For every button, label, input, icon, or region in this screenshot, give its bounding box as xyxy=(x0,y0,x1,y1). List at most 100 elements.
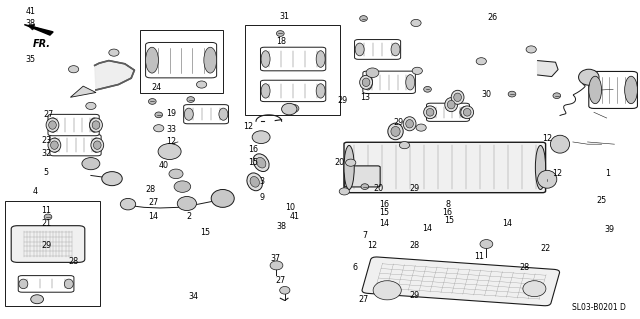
Text: 27: 27 xyxy=(43,110,53,119)
Text: 29: 29 xyxy=(410,291,420,300)
Text: 15: 15 xyxy=(379,208,389,217)
Text: 30: 30 xyxy=(481,90,492,99)
Text: 19: 19 xyxy=(166,109,177,118)
Ellipse shape xyxy=(51,138,60,152)
Ellipse shape xyxy=(44,214,52,220)
Ellipse shape xyxy=(261,84,270,98)
Ellipse shape xyxy=(399,142,410,149)
Ellipse shape xyxy=(538,170,557,188)
Ellipse shape xyxy=(355,43,364,56)
Ellipse shape xyxy=(412,67,422,74)
Text: 14: 14 xyxy=(148,212,159,221)
Ellipse shape xyxy=(120,198,136,210)
Text: 21: 21 xyxy=(41,219,51,228)
Text: 8: 8 xyxy=(445,200,451,209)
Ellipse shape xyxy=(411,19,421,26)
Ellipse shape xyxy=(280,286,290,294)
Text: 41: 41 xyxy=(26,7,36,16)
Text: FR.: FR. xyxy=(33,39,51,49)
Text: 29: 29 xyxy=(41,241,51,250)
Ellipse shape xyxy=(388,123,403,140)
FancyBboxPatch shape xyxy=(427,103,470,121)
Text: 14: 14 xyxy=(379,219,389,228)
Ellipse shape xyxy=(282,103,297,115)
Ellipse shape xyxy=(426,108,434,116)
Text: 27: 27 xyxy=(358,295,369,304)
Text: 32: 32 xyxy=(41,149,51,158)
Bar xyxy=(245,25,340,115)
Text: 16: 16 xyxy=(442,208,452,217)
Ellipse shape xyxy=(361,184,369,189)
FancyBboxPatch shape xyxy=(18,276,74,292)
Polygon shape xyxy=(24,25,53,35)
Ellipse shape xyxy=(508,91,516,97)
Text: 4: 4 xyxy=(33,187,38,196)
Ellipse shape xyxy=(92,121,100,129)
Text: 28: 28 xyxy=(410,241,420,250)
Bar xyxy=(140,30,223,93)
Text: 31: 31 xyxy=(280,12,290,21)
FancyBboxPatch shape xyxy=(146,42,216,78)
Ellipse shape xyxy=(550,135,570,153)
FancyBboxPatch shape xyxy=(184,105,228,124)
FancyBboxPatch shape xyxy=(48,115,99,136)
Text: 28: 28 xyxy=(68,257,79,266)
Text: 38: 38 xyxy=(26,19,36,28)
Text: 24: 24 xyxy=(152,83,162,92)
Text: 18: 18 xyxy=(276,37,287,46)
Text: 25: 25 xyxy=(596,197,607,205)
Text: 41: 41 xyxy=(289,212,300,221)
Ellipse shape xyxy=(403,117,416,131)
Ellipse shape xyxy=(366,68,379,78)
Ellipse shape xyxy=(476,58,486,65)
Ellipse shape xyxy=(424,86,431,92)
Text: 9: 9 xyxy=(260,193,265,202)
Ellipse shape xyxy=(447,100,455,109)
Text: 29: 29 xyxy=(393,118,403,127)
Ellipse shape xyxy=(51,141,58,149)
Ellipse shape xyxy=(109,49,119,56)
Text: 34: 34 xyxy=(188,292,198,301)
Text: 35: 35 xyxy=(26,55,36,63)
Text: 11: 11 xyxy=(474,252,484,261)
Text: 12: 12 xyxy=(552,169,562,178)
Ellipse shape xyxy=(463,108,471,116)
Ellipse shape xyxy=(406,75,415,90)
Ellipse shape xyxy=(148,99,156,104)
Text: SL03-B0201 D: SL03-B0201 D xyxy=(572,303,626,312)
Ellipse shape xyxy=(219,108,228,120)
Ellipse shape xyxy=(252,131,270,144)
Ellipse shape xyxy=(360,75,372,89)
FancyBboxPatch shape xyxy=(355,40,401,59)
Ellipse shape xyxy=(391,126,400,137)
Text: 7: 7 xyxy=(362,231,367,240)
Text: 6: 6 xyxy=(353,263,358,272)
Ellipse shape xyxy=(91,138,104,152)
Ellipse shape xyxy=(276,31,284,36)
Ellipse shape xyxy=(339,188,349,195)
Ellipse shape xyxy=(373,281,401,300)
Ellipse shape xyxy=(211,189,234,207)
Ellipse shape xyxy=(48,138,61,152)
Ellipse shape xyxy=(253,154,269,172)
Ellipse shape xyxy=(535,145,545,189)
FancyBboxPatch shape xyxy=(50,135,101,156)
Ellipse shape xyxy=(250,176,259,187)
Ellipse shape xyxy=(184,108,193,120)
Ellipse shape xyxy=(526,46,536,53)
Text: 23: 23 xyxy=(41,136,51,145)
Bar xyxy=(5,201,100,306)
Ellipse shape xyxy=(154,125,164,132)
Polygon shape xyxy=(95,61,134,90)
Text: 20: 20 xyxy=(374,184,384,193)
Text: 14: 14 xyxy=(502,219,512,228)
Text: 29: 29 xyxy=(337,96,348,105)
Text: 27: 27 xyxy=(275,276,285,285)
Text: 12: 12 xyxy=(542,134,552,143)
Text: 12: 12 xyxy=(166,137,177,146)
Ellipse shape xyxy=(158,144,181,160)
Ellipse shape xyxy=(391,43,400,56)
Ellipse shape xyxy=(480,240,493,249)
Ellipse shape xyxy=(174,181,191,192)
Ellipse shape xyxy=(445,98,458,112)
